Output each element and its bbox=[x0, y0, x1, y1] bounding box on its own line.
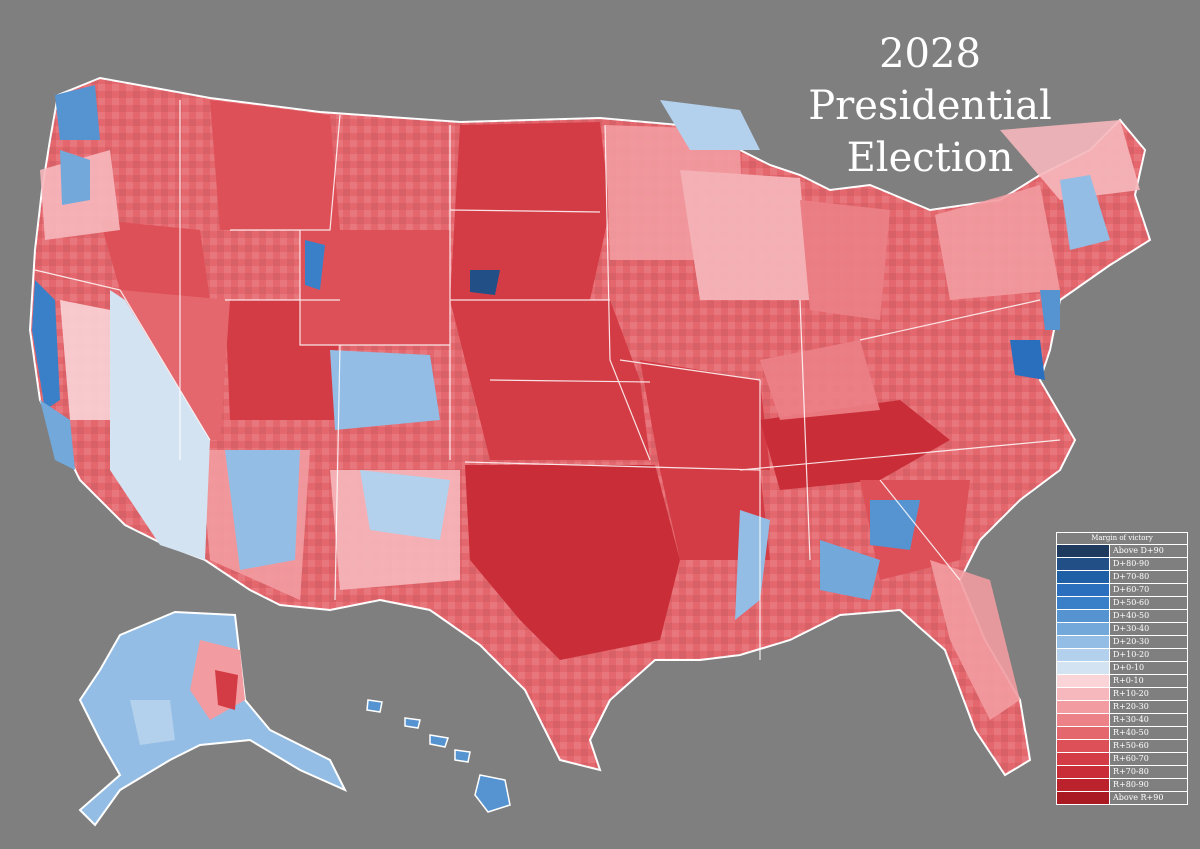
legend-row: D+50-60 bbox=[1057, 597, 1187, 610]
legend-row: D+80-90 bbox=[1057, 558, 1187, 571]
legend-row: D+0-10 bbox=[1057, 662, 1187, 675]
legend-label: D+80-90 bbox=[1113, 559, 1150, 568]
legend-swatch bbox=[1057, 766, 1110, 778]
legend-label: D+30-40 bbox=[1113, 624, 1150, 633]
legend-swatch bbox=[1057, 740, 1110, 752]
legend-swatch bbox=[1057, 675, 1110, 687]
hawaii-islands bbox=[366, 699, 511, 813]
legend-swatch bbox=[1057, 662, 1110, 674]
legend-swatch bbox=[1057, 649, 1110, 661]
legend-row: D+30-40 bbox=[1057, 623, 1187, 636]
legend-row: D+20-30 bbox=[1057, 636, 1187, 649]
legend-label: R+70-80 bbox=[1113, 767, 1149, 776]
legend-row: Above D+90 bbox=[1057, 545, 1187, 558]
legend-swatch bbox=[1057, 571, 1110, 583]
legend-label: R+60-70 bbox=[1113, 754, 1149, 763]
map-title: 2028 Presidential Election bbox=[780, 28, 1080, 184]
legend-swatch bbox=[1057, 688, 1110, 700]
legend-row: D+70-80 bbox=[1057, 571, 1187, 584]
legend-title: Margin of victory bbox=[1057, 533, 1187, 545]
legend-row: R+70-80 bbox=[1057, 766, 1187, 779]
title-line-year: 2028 bbox=[879, 31, 981, 77]
legend-label: D+50-60 bbox=[1113, 598, 1150, 607]
legend-row: R+60-70 bbox=[1057, 753, 1187, 766]
legend-label: D+20-30 bbox=[1113, 637, 1150, 646]
legend-label: Above D+90 bbox=[1113, 546, 1164, 555]
legend-swatch bbox=[1057, 545, 1110, 557]
legend-swatch bbox=[1057, 558, 1110, 570]
legend-label: R+30-40 bbox=[1113, 715, 1149, 724]
legend-row: R+50-60 bbox=[1057, 740, 1187, 753]
legend-row: Above R+90 bbox=[1057, 792, 1187, 804]
legend-swatch bbox=[1057, 779, 1110, 791]
legend-swatch bbox=[1057, 623, 1110, 635]
legend-swatch bbox=[1057, 714, 1110, 726]
legend-swatch bbox=[1057, 597, 1110, 609]
legend-label: D+70-80 bbox=[1113, 572, 1150, 581]
legend-row: R+40-50 bbox=[1057, 727, 1187, 740]
legend-label: D+60-70 bbox=[1113, 585, 1150, 594]
legend-row: R+30-40 bbox=[1057, 714, 1187, 727]
legend-row: D+10-20 bbox=[1057, 649, 1187, 662]
margin-legend: Margin of victory Above D+90 D+80-90 D+7… bbox=[1056, 532, 1188, 805]
legend-row: R+20-30 bbox=[1057, 701, 1187, 714]
legend-swatch bbox=[1057, 727, 1110, 739]
legend-label: Above R+90 bbox=[1113, 793, 1164, 802]
legend-label: R+50-60 bbox=[1113, 741, 1149, 750]
legend-label: D+0-10 bbox=[1113, 663, 1145, 672]
legend-label: D+10-20 bbox=[1113, 650, 1150, 659]
legend-swatch bbox=[1057, 792, 1110, 804]
legend-swatch bbox=[1057, 753, 1110, 765]
legend-swatch bbox=[1057, 584, 1110, 596]
legend-row: D+40-50 bbox=[1057, 610, 1187, 623]
legend-label: R+10-20 bbox=[1113, 689, 1149, 698]
legend-label: R+0-10 bbox=[1113, 676, 1144, 685]
legend-label: R+20-30 bbox=[1113, 702, 1149, 711]
legend-row: D+60-70 bbox=[1057, 584, 1187, 597]
legend-swatch bbox=[1057, 701, 1110, 713]
legend-row: R+80-90 bbox=[1057, 779, 1187, 792]
legend-label: D+40-50 bbox=[1113, 611, 1150, 620]
legend-swatch bbox=[1057, 636, 1110, 648]
legend-label: R+80-90 bbox=[1113, 780, 1149, 789]
democratic-regions bbox=[32, 85, 1110, 620]
title-line-presidential: Presidential bbox=[808, 83, 1052, 129]
legend-row: R+0-10 bbox=[1057, 675, 1187, 688]
state-borders bbox=[34, 100, 1061, 660]
legend-label: R+40-50 bbox=[1113, 728, 1149, 737]
strong-republican-regions bbox=[100, 100, 970, 660]
title-line-election: Election bbox=[846, 135, 1014, 181]
legend-row: R+10-20 bbox=[1057, 688, 1187, 701]
legend-swatch bbox=[1057, 610, 1110, 622]
